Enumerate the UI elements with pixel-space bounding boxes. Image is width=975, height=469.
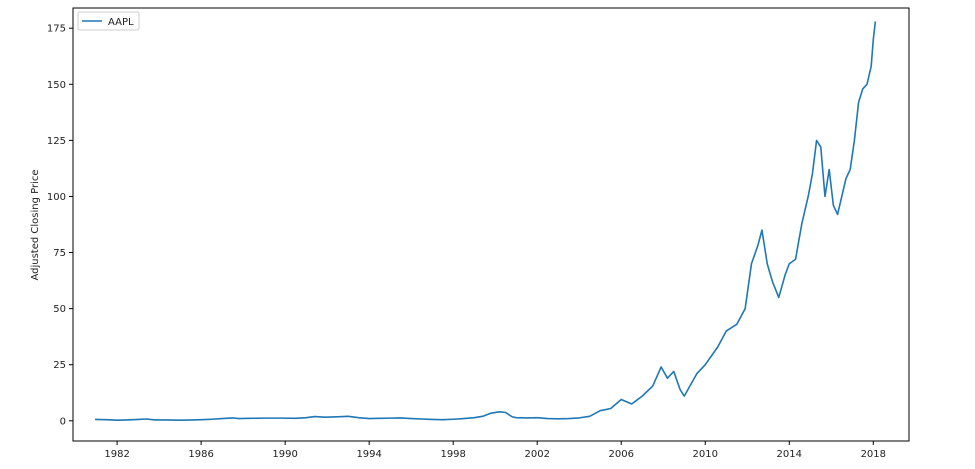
- y-tick-label: 125: [47, 136, 66, 147]
- y-axis-ticks: 0 25 50 75 100 125 150 175: [47, 24, 73, 427]
- x-tick-label: 1994: [356, 449, 381, 460]
- y-tick-label: 0: [60, 416, 66, 427]
- x-tick-label: 2018: [861, 449, 886, 460]
- legend: AAPL: [77, 11, 140, 31]
- x-tick-label: 2010: [693, 449, 718, 460]
- y-tick-label: 50: [53, 304, 66, 315]
- plot-area: [72, 7, 910, 442]
- x-tick-label: 2014: [777, 449, 802, 460]
- y-tick-label: 100: [47, 192, 66, 203]
- x-tick-label: 1982: [104, 449, 129, 460]
- legend-box: [77, 11, 140, 31]
- y-tick-label: 175: [47, 24, 66, 35]
- y-axis-label: Adjusted Closing Price: [30, 169, 41, 280]
- x-tick-label: 2006: [609, 449, 634, 460]
- x-tick-label: 2002: [524, 449, 549, 460]
- series-layer: [95, 21, 877, 421]
- x-tick-label: 1998: [440, 449, 465, 460]
- y-tick-label: 75: [53, 248, 66, 259]
- x-tick-label: 1986: [188, 449, 213, 460]
- y-tick-label: 150: [47, 80, 66, 91]
- x-tick-label: 1990: [272, 449, 297, 460]
- legend-label-aapl: AAPL: [108, 17, 134, 28]
- series-line-aapl: [95, 21, 877, 421]
- y-tick-label: 25: [53, 360, 66, 371]
- x-axis-ticks: 1982 1986 1990 1994 1998 2002 2006 2010 2014 2018: [104, 441, 886, 460]
